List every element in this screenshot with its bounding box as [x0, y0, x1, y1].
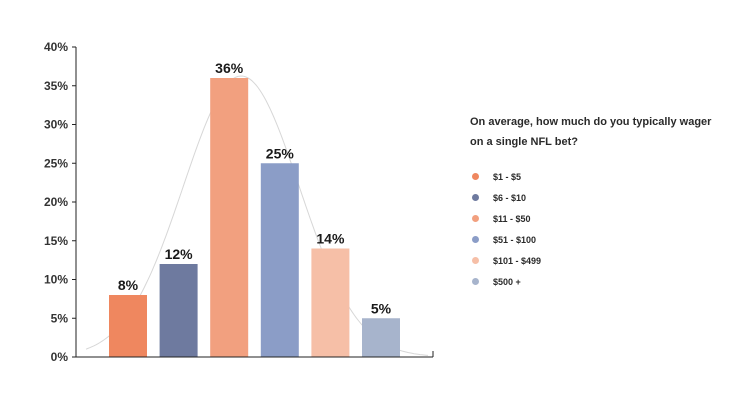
legend-swatch: [472, 215, 479, 222]
bar: [260, 163, 299, 357]
y-tick-label: 25%: [44, 156, 68, 170]
bar-value-label: 14%: [316, 231, 345, 247]
bar-value-label: 8%: [118, 277, 139, 293]
y-tick-label: 10%: [44, 273, 68, 287]
y-tick-label: 35%: [44, 79, 68, 93]
legend-item: $11 - $50: [470, 208, 720, 229]
legend-label: $51 - $100: [493, 234, 537, 245]
legend-swatch: [472, 236, 479, 243]
data-labels-layer: 8% 12% 36% 25% 14% 5%: [118, 60, 392, 316]
y-tick-label: 40%: [44, 40, 68, 54]
y-tick-label: 0%: [51, 350, 69, 364]
legend-item: $51 - $100: [470, 229, 720, 250]
bar: [109, 295, 147, 357]
bar-value-label: 12%: [165, 246, 194, 262]
legend: On average, how much do you typically wa…: [470, 112, 720, 292]
legend-item: $6 - $10: [470, 187, 720, 208]
legend-label: $6 - $10: [493, 192, 527, 203]
bar: [362, 318, 400, 357]
legend-items: $1 - $5 $6 - $10 $11 - $50 $51 - $100 $101 -…: [470, 166, 720, 292]
legend-item: $500 +: [470, 271, 720, 292]
legend-swatch: [472, 257, 479, 264]
legend-item: $1 - $5: [470, 166, 720, 187]
bar-value-label: 25%: [266, 145, 295, 161]
y-tick-label: 30%: [44, 118, 68, 132]
bar: [210, 78, 249, 357]
legend-item: $101 - $499: [470, 250, 720, 271]
y-tick-label: 5%: [51, 311, 69, 325]
axes-layer: 0% 5% 10% 15% 20% 25% 30% 35% 40%: [44, 40, 434, 364]
legend-label: $1 - $5: [493, 171, 522, 182]
bars-layer: [109, 78, 400, 357]
legend-swatch: [472, 278, 479, 285]
legend-swatch: [472, 173, 479, 180]
y-tick-label: 20%: [44, 195, 68, 209]
legend-title: On average, how much do you typically wa…: [470, 116, 712, 148]
legend-label: $500 +: [493, 276, 521, 287]
bar-value-label: 36%: [215, 60, 244, 76]
bar-value-label: 5%: [371, 300, 392, 316]
legend-label: $101 - $499: [493, 255, 542, 266]
bar: [159, 264, 198, 357]
bar: [311, 248, 350, 357]
y-tick-label: 15%: [44, 234, 68, 248]
legend-label: $11 - $50: [493, 213, 531, 224]
legend-swatch: [472, 194, 479, 201]
